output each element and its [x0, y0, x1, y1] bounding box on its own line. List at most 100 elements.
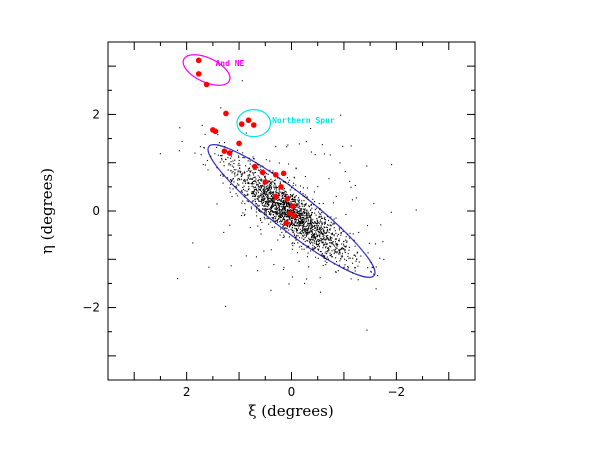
data-point [297, 219, 299, 221]
red-point [221, 148, 228, 154]
data-point [342, 248, 344, 250]
data-point [275, 215, 277, 217]
data-point [318, 244, 320, 246]
data-point [246, 194, 248, 196]
data-point [335, 195, 337, 198]
data-point [325, 238, 327, 240]
data-point [238, 159, 240, 162]
data-point [282, 192, 284, 194]
data-point [337, 243, 339, 245]
data-point [329, 154, 331, 156]
data-point [273, 202, 275, 204]
data-point [295, 206, 297, 209]
data-point [259, 200, 261, 202]
data-point [264, 204, 266, 206]
data-point [277, 212, 279, 214]
data-point [243, 180, 245, 182]
data-point [316, 244, 318, 246]
data-point [267, 189, 270, 191]
data-point [326, 227, 328, 229]
data-point [271, 210, 273, 213]
data-point [312, 238, 314, 240]
data-point [338, 227, 340, 229]
data-point [284, 219, 286, 221]
data-point [257, 204, 259, 206]
data-point [289, 209, 291, 211]
data-point [270, 186, 272, 188]
data-point [237, 177, 239, 180]
red-point [272, 193, 279, 200]
data-point [234, 185, 236, 188]
data-point [318, 240, 320, 242]
data-point [233, 181, 235, 183]
data-point [241, 173, 243, 175]
data-point [295, 167, 297, 169]
data-point [323, 255, 326, 257]
data-point [308, 227, 310, 229]
data-point [244, 165, 247, 167]
data-point [297, 214, 299, 216]
data-point [243, 214, 245, 216]
data-point [348, 246, 350, 248]
data-point [266, 191, 268, 193]
data-point [285, 194, 287, 196]
data-point [234, 159, 236, 161]
data-point [293, 199, 295, 201]
data-point [272, 219, 274, 221]
data-point [278, 162, 280, 164]
data-point [326, 229, 329, 231]
data-point [314, 209, 316, 211]
data-point [304, 229, 307, 231]
data-point [254, 186, 256, 188]
data-point [309, 243, 312, 245]
data-point [260, 211, 262, 213]
data-point [320, 226, 322, 228]
data-point [292, 209, 294, 211]
red-layer [195, 57, 297, 226]
data-point [281, 210, 283, 212]
data-point [291, 209, 293, 211]
data-point [271, 200, 273, 203]
data-point [280, 215, 282, 217]
data-point [287, 225, 289, 227]
data-point [255, 189, 257, 191]
data-point [251, 178, 253, 180]
data-point [283, 193, 285, 195]
data-point [284, 181, 286, 183]
data-point [258, 199, 260, 201]
data-point [338, 250, 340, 252]
data-point [284, 209, 286, 212]
data-point [268, 180, 270, 182]
data-point [324, 221, 326, 223]
data-point [279, 210, 281, 212]
data-point [260, 178, 262, 180]
data-point [270, 289, 272, 291]
data-point [270, 249, 272, 251]
data-point [303, 200, 305, 202]
data-point [317, 222, 319, 224]
data-point [304, 230, 306, 232]
data-point [303, 223, 305, 225]
data-point [294, 208, 296, 210]
data-point [323, 239, 325, 241]
data-point [308, 240, 310, 242]
data-point [297, 242, 299, 244]
data-point [286, 225, 288, 228]
data-point [320, 231, 322, 233]
data-point [282, 209, 284, 211]
data-point [308, 223, 310, 225]
data-point [269, 190, 271, 192]
data-point [276, 208, 278, 210]
data-point [326, 253, 328, 255]
data-point [264, 197, 266, 199]
data-point [288, 229, 290, 231]
data-point [242, 172, 244, 174]
data-point [302, 217, 304, 219]
data-point [311, 222, 313, 224]
data-point [247, 168, 250, 170]
data-point [279, 191, 281, 193]
red-point [195, 71, 202, 77]
data-point [276, 186, 278, 189]
data-point [242, 182, 244, 184]
data-point [327, 238, 329, 240]
